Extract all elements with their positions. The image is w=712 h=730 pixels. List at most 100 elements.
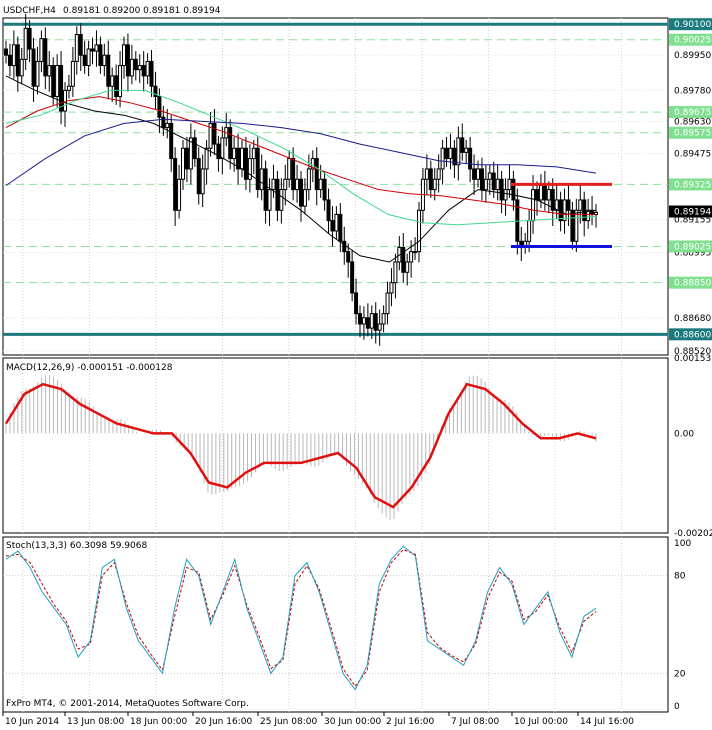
candle-body — [169, 122, 174, 160]
candle-body — [149, 60, 154, 87]
candle-body — [436, 168, 441, 180]
candle-body — [35, 60, 40, 87]
candle-body — [184, 147, 189, 170]
candle-body — [188, 137, 193, 170]
candle-body — [153, 85, 158, 98]
stoch-label: Stoch(13,3,3) 60.3098 59.9068 — [6, 541, 147, 551]
candle-body — [322, 178, 327, 201]
candle-body — [495, 178, 500, 191]
candle-body — [405, 261, 410, 273]
candle-body — [220, 137, 225, 160]
level-price-tag — [669, 178, 712, 191]
candle-body — [74, 34, 79, 62]
time-tick-label: 13 Jun 08:00 — [67, 717, 124, 727]
candle-body — [255, 147, 260, 191]
candle-body — [440, 147, 445, 170]
candle-body — [31, 48, 36, 87]
candle-body — [114, 75, 119, 98]
stoch-panel[interactable]: 100 80 20 0 — [3, 539, 691, 712]
candle-body — [118, 65, 123, 98]
candle-body — [63, 89, 67, 112]
price-tick-label: 0.88680 — [674, 314, 711, 324]
candle-body — [499, 178, 504, 201]
stoch-tick-label: 0 — [674, 702, 680, 712]
candle-body — [196, 158, 201, 195]
candle-body — [240, 147, 244, 170]
candle-body — [236, 147, 241, 170]
candle-body — [228, 127, 233, 160]
level-price-tag — [669, 126, 712, 139]
candle-body — [295, 178, 300, 191]
candle-body — [314, 158, 319, 191]
candle-body — [11, 44, 16, 67]
candle-body — [247, 158, 252, 180]
level-price-tag — [669, 33, 712, 46]
time-tick-label: 2 Jul 16:00 — [386, 717, 435, 727]
price-tick-label: 0.89780 — [674, 86, 711, 96]
stoch-tick-label: 100 — [674, 539, 691, 549]
copyright-text: FxPro MT4, © 2001-2014, MetaQuotes Softw… — [6, 699, 249, 709]
candle-body — [582, 199, 587, 222]
candle-body — [181, 147, 185, 180]
candle-body — [503, 189, 508, 201]
candle-body — [389, 282, 394, 294]
candle-body — [428, 168, 433, 191]
candle-body — [487, 172, 492, 180]
candle-body — [192, 137, 197, 160]
candle-body — [409, 251, 414, 263]
time-axis: 10 Jun 2014 13 Jun 08:00 18 Jun 00:00 20 Ju… — [2, 712, 634, 727]
candle-body — [212, 122, 217, 145]
time-tick-label: 18 Jun 00:00 — [130, 717, 187, 727]
moving-average-line — [5, 96, 596, 215]
candle-body — [354, 292, 359, 315]
time-tick-label: 20 Jun 16:00 — [195, 717, 252, 727]
candle-body — [586, 209, 591, 222]
time-tick-label: 7 Jul 08:00 — [451, 717, 500, 727]
price-tick-label: 0.88995 — [674, 249, 711, 259]
stoch-panel-frame — [2, 536, 669, 713]
stoch-tick-label: 80 — [674, 572, 686, 582]
candle-body — [373, 313, 378, 331]
candle-body — [47, 65, 52, 77]
candle-body — [385, 292, 390, 315]
candle-body — [86, 48, 91, 67]
candle-body — [51, 65, 56, 98]
candle-body — [78, 34, 83, 56]
candle-body — [27, 27, 32, 50]
candle-body — [507, 178, 512, 191]
candle-body — [369, 313, 374, 329]
candle-body — [310, 158, 315, 170]
candle-body — [342, 240, 347, 253]
candle-body — [377, 323, 382, 331]
candle-body — [177, 178, 182, 211]
candle-body — [98, 44, 103, 67]
candle-body — [570, 209, 575, 242]
candle-body — [110, 75, 115, 87]
stoch-signal-line — [5, 548, 597, 688]
price-tick-label: 0.88520 — [674, 347, 711, 357]
macd-tick-label: 0.00 — [674, 429, 694, 439]
price-panel[interactable]: 0.89950 0.89780 0.89630 0.89475 0.89155 0.889… — [3, 13, 712, 712]
candle-body — [554, 199, 559, 211]
candle-body — [161, 116, 166, 129]
candle-body — [546, 189, 551, 201]
level-price-tag-label: 0.90100 — [674, 20, 711, 30]
candle-body — [125, 44, 130, 77]
candle-body — [7, 54, 12, 67]
candle-body — [468, 147, 473, 170]
candle-body — [208, 122, 213, 149]
candle-body — [464, 147, 469, 153]
level-price-tag-label: 0.88600 — [674, 330, 711, 340]
candle-body — [365, 317, 370, 329]
candle-body — [338, 213, 343, 242]
candle-body — [346, 251, 351, 263]
candle-body — [259, 168, 264, 191]
candle-body — [90, 48, 95, 52]
candle-body — [519, 240, 524, 246]
macd-panel[interactable]: 0.001533 0.00 -0.002027 — [4, 354, 712, 539]
price-tick-label: 0.89155 — [674, 216, 711, 226]
candle-body — [424, 168, 429, 180]
macd-signal-line — [4, 382, 597, 509]
level-price-tag-label: 0.89025 — [674, 242, 711, 252]
